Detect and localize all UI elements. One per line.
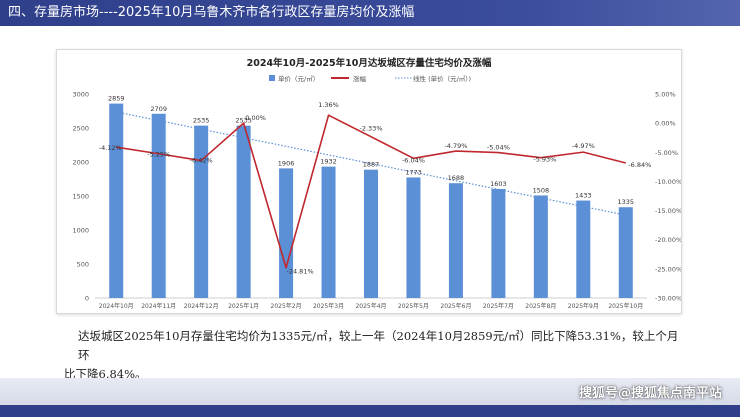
x-tick-label: 2025年9月 <box>568 302 599 310</box>
page-title: 四、存量房市场----2025年10月乌鲁木齐市各行政区存量房均价及涨幅 <box>8 5 415 20</box>
bar-value-label: 2709 <box>150 105 167 113</box>
bar-value-label: 2859 <box>108 95 125 103</box>
x-tick-label: 2025年10月 <box>608 302 643 310</box>
bar <box>321 166 336 298</box>
y-right-tick-label: 0.00% <box>655 120 676 128</box>
x-tick-label: 2024年10月 <box>99 302 134 310</box>
y-right-tick-label: -30.00% <box>655 295 681 303</box>
legend-label: 线性 (单价（元/㎡）) <box>413 74 471 83</box>
x-tick-label: 2025年4月 <box>355 302 386 310</box>
x-tick-label: 2024年11月 <box>141 302 176 310</box>
page-header: 四、存量房市场----2025年10月乌鲁木齐市各行政区存量房均价及涨幅 <box>0 0 740 26</box>
y-left-tick-label: 2500 <box>72 125 89 133</box>
bar <box>533 195 548 298</box>
y-left-tick-label: 2000 <box>72 159 89 167</box>
bar <box>364 169 378 298</box>
change-line <box>116 114 626 269</box>
x-tick-label: 2025年7月 <box>483 302 514 310</box>
bar-value-label: 2535 <box>193 117 210 125</box>
y-right-tick-label: -10.00% <box>655 178 681 186</box>
line-value-label: -5.04% <box>487 144 510 152</box>
bar <box>406 177 421 298</box>
y-left-tick-label: 1000 <box>72 227 89 235</box>
bar <box>236 125 251 299</box>
bar-value-label: 1688 <box>448 174 465 182</box>
y-right-tick-label: 5.00% <box>655 91 676 99</box>
chart-card: 2024年10月-2025年10月达坂城区存量住宅均价及涨幅单价（元/㎡） 涨幅 线… <box>56 49 682 314</box>
line-value-label: -24.81% <box>287 268 314 276</box>
bar <box>194 125 209 299</box>
y-right-tick-label: -5.00% <box>655 149 678 157</box>
legend-swatch-bar <box>269 75 275 81</box>
line-value-label: -5.93% <box>533 156 556 164</box>
x-tick-label: 2025年8月 <box>525 302 556 310</box>
y-right-tick-label: -25.00% <box>655 265 681 273</box>
x-tick-label: 2024年12月 <box>184 302 219 310</box>
line-value-label: 0.00% <box>245 114 266 122</box>
bar-value-label: 1508 <box>533 186 550 194</box>
line-value-label: -2.33% <box>360 125 383 133</box>
legend-label: 单价（元/㎡） <box>278 74 319 83</box>
bar-value-label: 1932 <box>320 158 337 166</box>
bar <box>448 183 463 298</box>
watermark: 搜狐号@搜狐焦点南平站 <box>578 386 722 401</box>
trendline <box>116 111 626 216</box>
bar <box>491 188 506 298</box>
line-value-label: -4.97% <box>572 142 595 150</box>
line-value-label: -5.25% <box>147 151 170 159</box>
line-value-label: -6.84% <box>628 161 651 169</box>
x-tick-label: 2025年1月 <box>228 302 259 310</box>
summary-line-2: 比下降6.84%。 <box>64 367 147 381</box>
bar-value-label: 1433 <box>575 192 592 200</box>
bar <box>109 103 124 298</box>
y-left-tick-label: 0 <box>85 295 89 303</box>
y-right-tick-label: -20.00% <box>655 236 681 244</box>
y-left-tick-label: 1500 <box>72 193 89 201</box>
line-value-label: -4.79% <box>444 142 467 150</box>
line-value-label: -6.04% <box>402 156 425 164</box>
x-tick-label: 2025年6月 <box>440 302 471 310</box>
bar-value-label: 2535 <box>235 117 252 125</box>
bar-value-label: 1773 <box>405 168 422 176</box>
y-left-tick-label: 500 <box>77 261 89 269</box>
x-tick-label: 2025年2月 <box>271 302 302 310</box>
bar <box>279 168 294 298</box>
bar-value-label: 1335 <box>617 198 634 206</box>
chart-title: 2024年10月-2025年10月达坂城区存量住宅均价及涨幅 <box>247 57 492 69</box>
bar <box>576 200 591 298</box>
y-left-tick-label: 3000 <box>72 91 89 99</box>
x-tick-label: 2025年5月 <box>398 302 429 310</box>
line-value-label: -6.42% <box>190 157 213 165</box>
bar-value-label: 1603 <box>490 180 507 188</box>
summary-paragraph: 达坂城区2025年10月存量住宅均价为1335元/㎡，较上一年（2024年10月… <box>64 327 682 384</box>
y-right-tick-label: -15.00% <box>655 207 681 215</box>
summary-line-1: 达坂城区2025年10月存量住宅均价为1335元/㎡，较上一年（2024年10月… <box>78 329 679 362</box>
line-value-label: 1.36% <box>318 101 339 109</box>
footer-bar <box>0 405 740 417</box>
legend-label: 涨幅 <box>353 74 367 83</box>
bar-value-label: 1887 <box>363 161 380 169</box>
line-value-label: -4.12% <box>99 144 122 152</box>
x-tick-label: 2025年3月 <box>313 302 344 310</box>
bar <box>618 207 633 298</box>
bar <box>151 113 166 298</box>
bar-value-label: 1906 <box>278 159 295 167</box>
